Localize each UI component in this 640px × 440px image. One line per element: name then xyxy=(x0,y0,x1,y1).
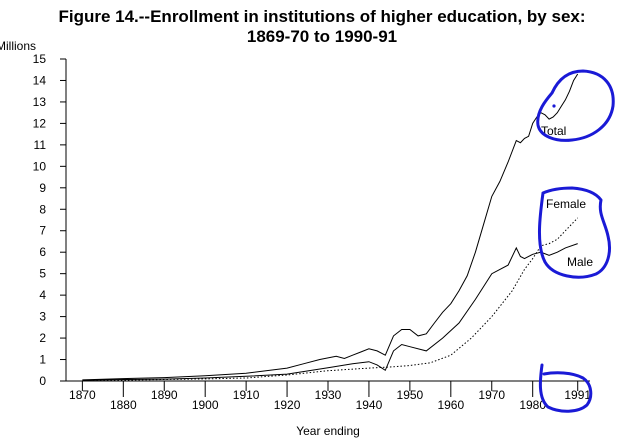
markup-circle-sex xyxy=(537,186,611,279)
male-series-label: Male xyxy=(567,255,593,269)
female-series-label: Female xyxy=(546,197,586,211)
markup-circle-total xyxy=(536,69,615,142)
series-lines xyxy=(82,73,579,382)
y-tick-label: 14 xyxy=(33,73,47,87)
x-tick-label: 1900 xyxy=(192,398,219,412)
x-tick-label: 1920 xyxy=(274,398,301,412)
y-tick-label: 2 xyxy=(39,331,46,345)
x-tick-label: 1930 xyxy=(315,388,342,402)
x-axis-label: Year ending xyxy=(296,424,360,438)
y-tick-label: 5 xyxy=(39,267,46,281)
x-tick-label: 1960 xyxy=(437,398,464,412)
y-tick-label: 7 xyxy=(39,224,46,238)
y-tick-label: 6 xyxy=(39,245,46,259)
y-tick-label: 4 xyxy=(39,288,46,302)
y-tick-label: 8 xyxy=(39,202,46,216)
y-tick-label: 12 xyxy=(33,116,47,130)
markup-dot xyxy=(552,104,556,108)
y-tick-label: 9 xyxy=(39,181,46,195)
x-tick-label: 1950 xyxy=(397,388,424,402)
x-tick-label: 1870 xyxy=(69,388,96,402)
x-tick-label: 1910 xyxy=(233,388,260,402)
y-tick-label: 1 xyxy=(39,353,46,367)
markup-circle-years xyxy=(538,363,593,413)
series-line-total xyxy=(82,73,579,381)
y-tick-label: 0 xyxy=(39,374,46,388)
total-series-label: Total xyxy=(541,124,566,138)
x-ticks: 1870 1880 1890 1900 1910 1920 1930 1940 1950 1960… xyxy=(69,381,591,412)
y-tick-label: 15 xyxy=(33,52,47,66)
x-tick-label: 1880 xyxy=(110,398,137,412)
y-axis-label: Millions xyxy=(0,39,36,53)
x-tick-label: 1991 xyxy=(564,388,591,402)
chart-subtitle: 1869-70 to 1990-91 xyxy=(247,27,397,46)
y-tick-label: 13 xyxy=(33,95,47,109)
y-tick-label: 3 xyxy=(39,310,46,324)
handwritten-markup xyxy=(536,69,615,413)
y-tick-label: 11 xyxy=(34,138,47,152)
x-tick-label: 1940 xyxy=(356,398,383,412)
chart-title: Figure 14.--Enrollment in institutions o… xyxy=(58,7,585,26)
x-tick-label: 1980 xyxy=(519,398,546,412)
x-tick-label: 1970 xyxy=(478,388,505,402)
series-line-female xyxy=(82,217,579,382)
series-line-male xyxy=(82,243,578,381)
x-tick-label: 1890 xyxy=(151,388,178,402)
y-tick-label: 10 xyxy=(33,159,47,173)
